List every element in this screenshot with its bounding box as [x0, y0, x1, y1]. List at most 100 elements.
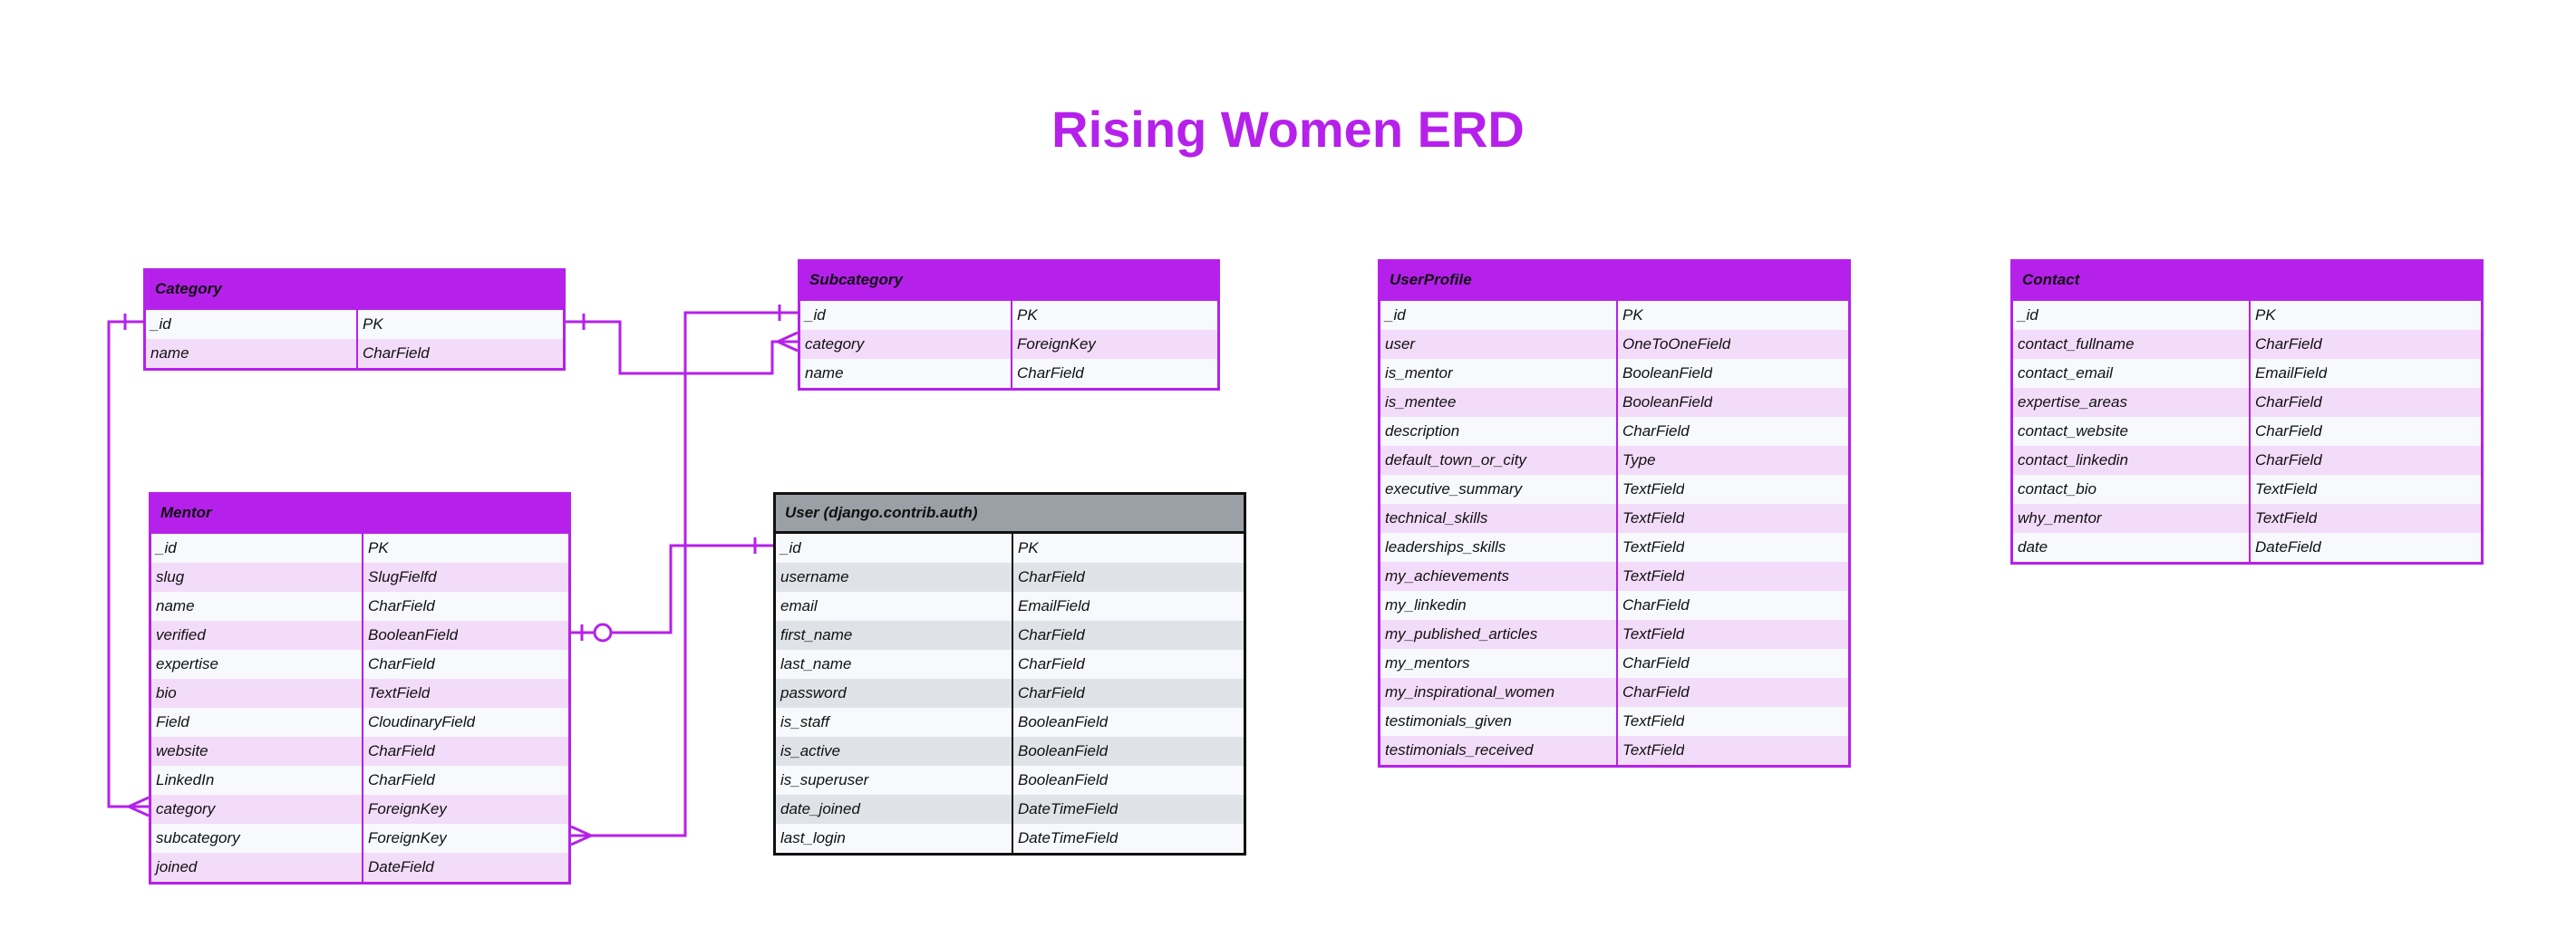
field-type: TextField	[2255, 480, 2318, 498]
field-type: Type	[1622, 451, 1656, 469]
field-name: last_login	[776, 824, 1013, 853]
entity-subcategory: Subcategory _id PK category ForeignKey name Ch…	[798, 259, 1220, 391]
field-row: user OneToOneField	[1380, 330, 1848, 359]
field-row: executive_summary TextField	[1380, 475, 1848, 504]
field-name: _id	[146, 310, 358, 339]
field-row: name CharField	[151, 592, 568, 621]
rel-subcategory-mentor	[571, 311, 798, 837]
field-type: CharField	[2255, 422, 2322, 440]
field-row: email EmailField	[776, 592, 1244, 621]
field-row: _id PK	[146, 310, 563, 339]
field-name: last_name	[776, 650, 1013, 679]
field-name: _id	[151, 534, 363, 563]
field-row: first_name CharField	[776, 621, 1244, 650]
field-type: ForeignKey	[368, 829, 447, 846]
field-row: verified BooleanField	[151, 621, 568, 650]
field-type: DateField	[2255, 538, 2321, 556]
field-row: technical_skills TextField	[1380, 504, 1848, 533]
field-name: is_mentor	[1380, 359, 1618, 388]
field-type: CharField	[368, 655, 435, 672]
field-name: bio	[151, 679, 363, 708]
field-name: testimonials_given	[1380, 707, 1618, 736]
entity-userprofile: UserProfile _id PK user OneToOneField is_ment…	[1378, 259, 1851, 768]
field-type: PK	[1018, 539, 1039, 556]
field-row: bio TextField	[151, 679, 568, 708]
field-type: CharField	[363, 344, 430, 362]
field-row: contact_fullname CharField	[2013, 330, 2481, 359]
field-name: my_achievements	[1380, 562, 1618, 591]
field-row: joined DateField	[151, 853, 568, 882]
field-name: date_joined	[776, 795, 1013, 824]
field-type: CharField	[1622, 654, 1690, 672]
field-type: CharField	[1622, 683, 1690, 701]
field-type: CharField	[1622, 422, 1690, 440]
crowfoot-mark	[774, 331, 799, 353]
field-name: joined	[151, 853, 363, 882]
field-type: EmailField	[1018, 597, 1090, 614]
entity-rows: _id PK slug SlugFielfd name CharField verified…	[151, 534, 568, 882]
field-type: TextField	[368, 684, 431, 701]
field-row: testimonials_given TextField	[1380, 707, 1848, 736]
field-name: slug	[151, 563, 363, 592]
field-name: _id	[776, 534, 1013, 563]
field-name: why_mentor	[2013, 504, 2251, 533]
field-row: username CharField	[776, 563, 1244, 592]
field-name: default_town_or_city	[1380, 446, 1618, 475]
field-row: slug SlugFielfd	[151, 563, 568, 592]
field-row: _id PK	[151, 534, 568, 563]
field-type: ForeignKey	[1017, 335, 1096, 353]
field-name: contact_linkedin	[2013, 446, 2251, 475]
entity-header: User (django.contrib.auth)	[776, 495, 1244, 534]
field-type: PK	[368, 539, 389, 556]
field-type: ForeignKey	[368, 800, 447, 817]
rel-category-mentor	[107, 320, 149, 808]
field-name: Field	[151, 708, 363, 737]
field-row: is_staff BooleanField	[776, 708, 1244, 737]
field-row: website CharField	[151, 737, 568, 766]
field-type: TextField	[1622, 625, 1685, 643]
field-type: CloudinaryField	[368, 713, 476, 730]
entity-header: Subcategory	[800, 262, 1217, 301]
zero-mark	[593, 623, 613, 643]
field-name: date	[2013, 533, 2251, 562]
field-row: expertise_areas CharField	[2013, 388, 2481, 417]
entity-header: Category	[146, 271, 563, 310]
field-name: contact_fullname	[2013, 330, 2251, 359]
entity-header: Contact	[2013, 262, 2481, 301]
field-type: TextField	[1622, 567, 1685, 585]
field-row: leaderships_skills TextField	[1380, 533, 1848, 562]
entity-rows: _id PK username CharField email EmailField fir…	[776, 534, 1244, 853]
field-row: my_linkedin CharField	[1380, 591, 1848, 620]
field-row: description CharField	[1380, 417, 1848, 446]
crowfoot-mark	[570, 825, 595, 846]
field-row: category ForeignKey	[151, 795, 568, 824]
field-name: contact_bio	[2013, 475, 2251, 504]
field-type: CharField	[1018, 655, 1085, 672]
field-row: my_achievements TextField	[1380, 562, 1848, 591]
field-row: testimonials_received TextField	[1380, 736, 1848, 765]
field-type: BooleanField	[1018, 742, 1109, 759]
field-type: BooleanField	[368, 626, 459, 643]
field-name: contact_website	[2013, 417, 2251, 446]
field-name: technical_skills	[1380, 504, 1618, 533]
field-name: my_linkedin	[1380, 591, 1618, 620]
field-type: CharField	[368, 771, 435, 788]
field-type: CharField	[2255, 393, 2322, 411]
field-name: name	[146, 339, 358, 368]
field-type: SlugFielfd	[368, 568, 437, 585]
field-name: is_mentee	[1380, 388, 1618, 417]
field-type: BooleanField	[1018, 771, 1109, 788]
field-row: _id PK	[800, 301, 1217, 330]
field-row: is_mentor BooleanField	[1380, 359, 1848, 388]
field-name: _id	[800, 301, 1012, 330]
field-row: _id PK	[776, 534, 1244, 563]
entity-mentor: Mentor _id PK slug SlugFielfd name CharField ve…	[149, 492, 571, 885]
field-row: expertise CharField	[151, 650, 568, 679]
field-row: subcategory ForeignKey	[151, 824, 568, 853]
field-row: _id PK	[2013, 301, 2481, 330]
field-row: is_mentee BooleanField	[1380, 388, 1848, 417]
field-row: password CharField	[776, 679, 1244, 708]
field-name: description	[1380, 417, 1618, 446]
entity-category: Category _id PK name CharField	[143, 268, 566, 371]
